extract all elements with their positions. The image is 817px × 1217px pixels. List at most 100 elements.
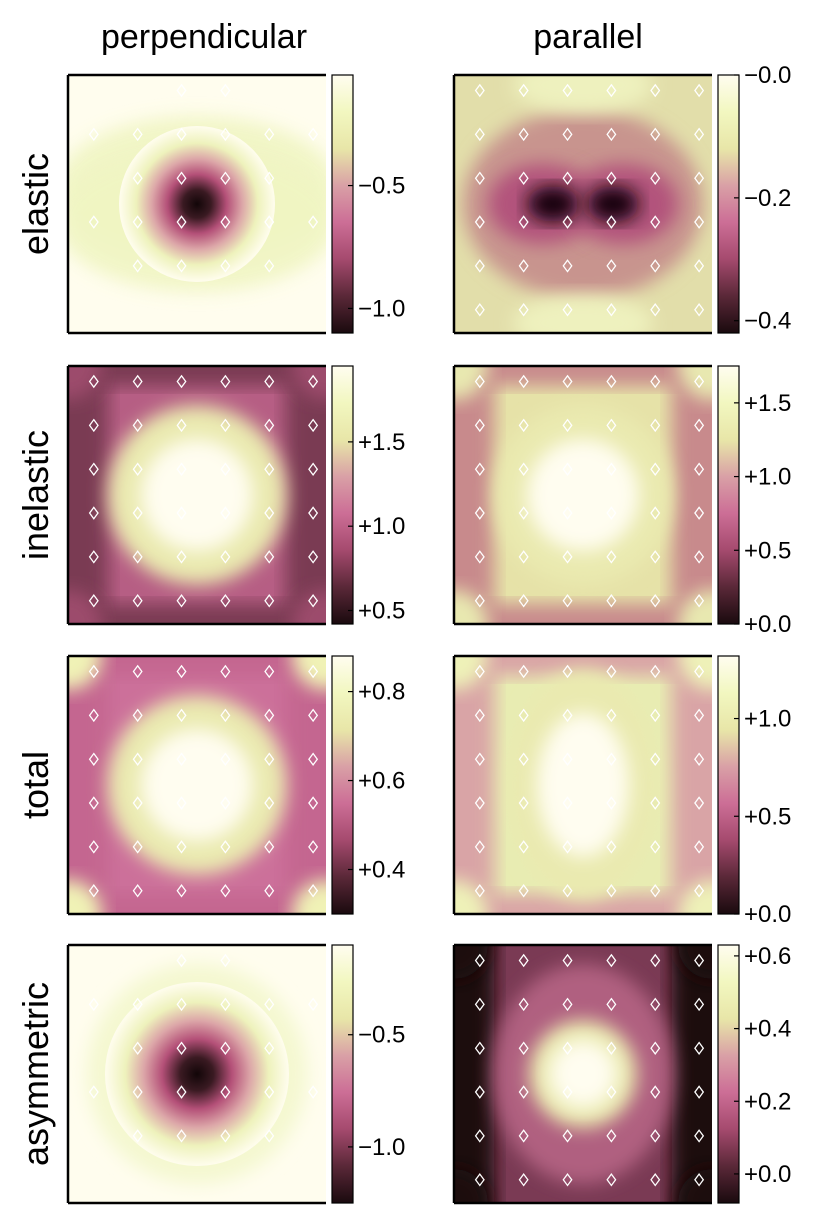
heatmap-elastic-perpendicular (68, 75, 326, 333)
diamond-marker (176, 708, 187, 723)
diamond-marker (220, 215, 231, 229)
diamond-marker (308, 127, 319, 142)
diamond-marker (88, 1085, 99, 1099)
diamond-marker (132, 796, 143, 810)
diamond-marker (606, 884, 617, 898)
colorbar-tick-label: +0.2 (744, 1088, 791, 1115)
diamond-marker (694, 1085, 705, 1099)
diamond-marker (606, 418, 617, 433)
diamond-marker (518, 462, 529, 476)
diamond-marker (264, 418, 275, 433)
diamond-marker (518, 127, 529, 142)
heatmap-inelastic-parallel (454, 366, 712, 624)
diamond-marker (308, 884, 319, 898)
diamond-marker (650, 664, 661, 679)
heatmap-asymmetric-parallel (454, 945, 712, 1203)
colorbar-inelastic-perpendicular (331, 365, 354, 625)
diamond-marker (606, 1129, 617, 1143)
diamond-marker (176, 550, 187, 564)
diamond-marker (562, 83, 573, 98)
diamond-marker (132, 840, 143, 854)
markers-elastic-parallel (474, 83, 705, 317)
markers-inelastic-parallel (474, 374, 705, 608)
diamond-marker (308, 840, 319, 854)
diamond-marker (220, 840, 231, 854)
diamond-marker (694, 997, 705, 1012)
diamond-marker (606, 462, 617, 476)
diamond-marker (264, 1085, 275, 1099)
diamond-marker (308, 418, 319, 433)
diamond-marker (308, 594, 319, 608)
diamond-marker (220, 953, 231, 968)
heatmap-total-perpendicular (68, 656, 326, 914)
diamond-marker (694, 796, 705, 810)
diamond-marker (176, 953, 187, 968)
diamond-marker (308, 796, 319, 810)
diamond-marker (220, 506, 231, 520)
diamond-marker (264, 374, 275, 389)
diamond-marker (606, 83, 617, 98)
diamond-marker (606, 506, 617, 520)
diamond-marker (694, 215, 705, 229)
diamond-marker (132, 550, 143, 564)
diamond-marker (518, 884, 529, 898)
colorbar-tick-label: −0.2 (744, 185, 791, 212)
diamond-marker (308, 462, 319, 476)
diamond-marker (132, 171, 143, 185)
colorbar-tick-label: +1.0 (358, 513, 405, 540)
diamond-marker (474, 418, 485, 433)
diamond-marker (176, 796, 187, 810)
colorbar-tick-label: +0.5 (744, 537, 791, 564)
colorbar-tick-label: +0.0 (744, 1161, 791, 1188)
diamond-marker (562, 884, 573, 898)
diamond-marker (220, 374, 231, 389)
diamond-marker (176, 83, 187, 98)
heatmap-total-parallel (454, 656, 712, 914)
row-label-total: total (15, 751, 56, 819)
diamond-marker (220, 796, 231, 810)
colorbar-tick-label: +0.4 (358, 857, 405, 884)
colorbar-tick-label: +1.0 (744, 464, 791, 491)
diamond-marker (650, 840, 661, 854)
diamond-marker (518, 953, 529, 968)
diamond-marker (176, 1085, 187, 1099)
diamond-marker (308, 215, 319, 229)
diamond-marker (176, 506, 187, 520)
diamond-marker (176, 374, 187, 389)
diamond-marker (474, 462, 485, 476)
colorbar-tick-label: +0.5 (744, 803, 791, 830)
diamond-marker (220, 752, 231, 766)
diamond-marker (562, 1129, 573, 1143)
colorbar-tick-label: −0.5 (358, 173, 405, 200)
diamond-marker (518, 418, 529, 433)
diamond-marker (474, 1173, 485, 1187)
diamond-marker (518, 303, 529, 317)
diamond-marker (220, 594, 231, 608)
diamond-marker (518, 259, 529, 273)
diamond-marker (176, 997, 187, 1012)
diamond-marker (650, 506, 661, 520)
diamond-marker (650, 884, 661, 898)
diamond-marker (518, 997, 529, 1012)
diamond-marker (694, 1129, 705, 1143)
diamond-marker (562, 1085, 573, 1099)
diamond-marker (474, 550, 485, 564)
diamond-marker (562, 997, 573, 1012)
diamond-marker (650, 418, 661, 433)
diamond-marker (650, 752, 661, 766)
diamond-marker (176, 462, 187, 476)
diamond-marker (88, 127, 99, 142)
diamond-marker (606, 1173, 617, 1187)
diamond-marker (694, 884, 705, 898)
diamond-marker (650, 550, 661, 564)
diamond-marker (650, 1173, 661, 1187)
diamond-marker (606, 997, 617, 1012)
colorbar-elastic-perpendicular (331, 74, 354, 334)
diamond-marker (650, 796, 661, 810)
diamond-marker (518, 1085, 529, 1099)
colorbar-asymmetric-parallel (717, 944, 740, 1204)
diamond-marker (474, 303, 485, 317)
colorbar-tick-label: +1.5 (744, 390, 791, 417)
diamond-marker (606, 953, 617, 968)
